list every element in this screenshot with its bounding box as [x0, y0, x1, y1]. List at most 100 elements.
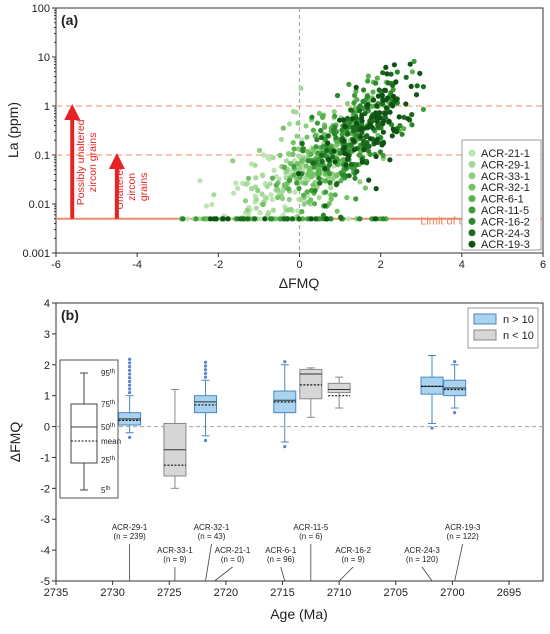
- scatter-point: [353, 84, 359, 90]
- panel-a-y-tick-label: 10: [38, 52, 50, 64]
- legend-marker-acr-33-1: [468, 172, 476, 180]
- leader-acr-24-3: [421, 566, 433, 582]
- scatter-point: [345, 216, 352, 222]
- leader-acr-21-1: [214, 566, 233, 582]
- scatter-point: [253, 175, 259, 181]
- scatter-point: [290, 151, 296, 157]
- sample-label-acr-32-1: ACR-32-1: [194, 523, 230, 532]
- scatter-point: [376, 87, 382, 93]
- scatter-point: [373, 153, 379, 160]
- panel-b-y-tick-label: 1: [44, 391, 50, 403]
- scatter-point: [380, 216, 386, 222]
- scatter-point: [322, 203, 328, 209]
- scatter-point: [405, 116, 411, 122]
- scatter-point: [233, 180, 239, 186]
- scatter-point: [334, 92, 341, 99]
- scatter-point: [197, 178, 203, 184]
- scatter-point: [362, 185, 368, 191]
- scatter-point: [420, 84, 426, 90]
- scatter-point: [343, 162, 349, 168]
- scatter-point: [403, 74, 409, 80]
- scatter-point: [296, 216, 302, 222]
- scatter-point: [253, 197, 259, 203]
- panel-b-y-tick-label: 0: [44, 422, 50, 434]
- scatter-point: [201, 216, 207, 222]
- key-label-mean: mean: [101, 437, 121, 446]
- scatter-point: [270, 207, 276, 213]
- scatter-point: [349, 116, 356, 122]
- scatter-point: [345, 131, 351, 137]
- scatter-point: [381, 118, 387, 124]
- panel-b-y-tick-label: -4: [40, 545, 50, 557]
- scatter-point: [235, 185, 241, 191]
- scatter-point: [380, 152, 386, 159]
- panel-b-frame: [55, 302, 544, 582]
- panel-a: (a) Limit of detectionPossibly unaltered…: [5, 3, 546, 291]
- scatter-point: [391, 128, 397, 134]
- scatter-point: [213, 216, 219, 222]
- scatter-point: [356, 216, 362, 222]
- scatter-point: [303, 123, 309, 129]
- scatter-point: [286, 207, 292, 213]
- scatter-point: [312, 188, 318, 194]
- scatter-point: [339, 127, 345, 133]
- scatter-point: [334, 180, 340, 187]
- scatter-point: [319, 152, 325, 158]
- scatter-point: [273, 182, 279, 188]
- scatter-point: [314, 137, 320, 143]
- scatter-point: [310, 127, 316, 133]
- scatter-point: [285, 186, 291, 192]
- annotation-text-1: Possibly unalteredzircon grains: [75, 119, 99, 205]
- scatter-point: [302, 180, 309, 186]
- scatter-point: [308, 216, 314, 222]
- scatter-point: [334, 173, 340, 179]
- scatter-point: [351, 147, 357, 153]
- scatter-point: [294, 180, 300, 186]
- scatter-point: [299, 157, 305, 164]
- scatter-point: [300, 216, 306, 222]
- scatter-point: [290, 216, 296, 222]
- legend-label-acr-16-2: ACR-16-2: [481, 216, 530, 228]
- scatter-point: [298, 85, 304, 91]
- scatter-point: [316, 175, 322, 181]
- scatter-point: [304, 134, 310, 140]
- scatter-point: [314, 120, 320, 126]
- scatter-point: [350, 128, 357, 134]
- panel-b-x-tick-label: 2695: [497, 587, 521, 599]
- panel-b-y-tick-label: 4: [44, 298, 50, 310]
- panel-b-y-tick-label: -5: [40, 576, 50, 588]
- outlier-acr-29-1: [128, 365, 132, 369]
- scatter-point: [306, 199, 312, 205]
- scatter-point: [326, 162, 332, 168]
- scatter-point: [316, 194, 322, 201]
- scatter-point: [262, 216, 268, 222]
- scatter-point: [368, 124, 375, 130]
- scatter-point: [401, 114, 407, 120]
- panel-a-y-tick-label: 1: [44, 101, 50, 113]
- scatter-point: [294, 133, 300, 139]
- scatter-point: [271, 167, 277, 173]
- scatter-point: [420, 106, 426, 112]
- scatter-point: [344, 195, 350, 201]
- panel-a-x-tick-label: 4: [459, 259, 465, 271]
- scatter-point: [409, 69, 415, 75]
- scatter-point: [411, 58, 417, 64]
- scatter-point: [342, 124, 349, 130]
- key-box: [70, 403, 98, 464]
- scatter-point: [366, 177, 372, 183]
- leader-acr-6-1: [280, 566, 286, 582]
- scatter-point: [338, 214, 344, 220]
- panel-a-y-tick-label: 0.001: [22, 248, 50, 260]
- scatter-point: [403, 101, 409, 107]
- outlier-acr-19-3: [453, 360, 457, 364]
- sample-n-acr-29-1: (n = 239): [113, 532, 146, 541]
- annotation-text-2: Unalteredzircongrains: [114, 164, 150, 210]
- scatter-point: [303, 163, 309, 169]
- sample-n-acr-11-5: (n = 6): [299, 532, 323, 541]
- sample-label-acr-6-1: ACR-6-1: [265, 546, 297, 555]
- outlier-acr-29-1: [128, 390, 132, 395]
- scatter-point: [330, 154, 336, 160]
- scatter-point: [313, 216, 319, 222]
- scatter-point: [351, 100, 357, 106]
- scatter-point: [344, 156, 351, 162]
